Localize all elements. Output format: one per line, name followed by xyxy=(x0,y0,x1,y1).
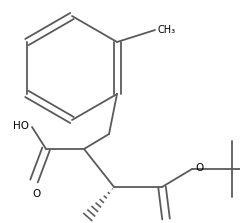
Text: HO: HO xyxy=(13,121,29,131)
Text: CH₃: CH₃ xyxy=(157,25,175,35)
Text: O: O xyxy=(32,189,40,199)
Text: O: O xyxy=(195,163,203,173)
